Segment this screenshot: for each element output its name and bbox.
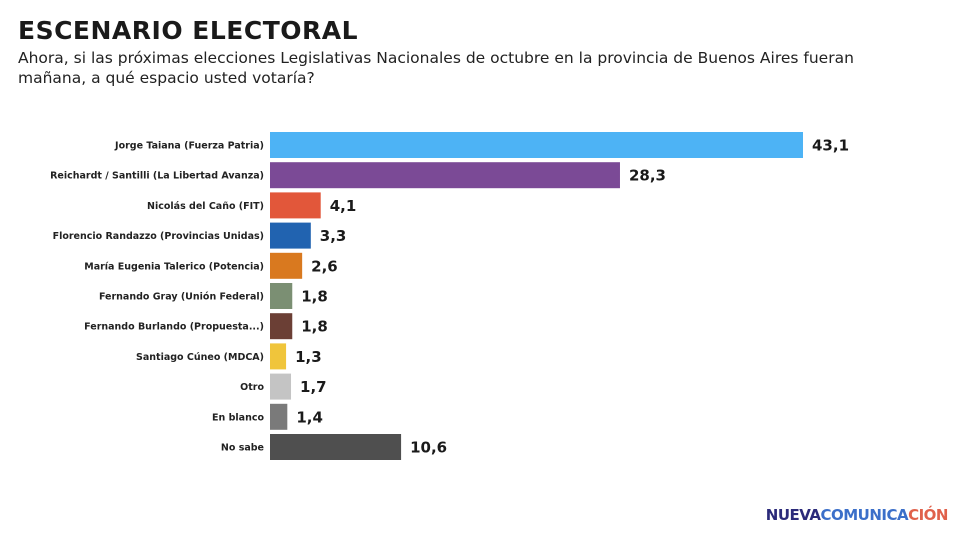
- category-label: Florencio Randazzo (Provincias Unidas): [53, 231, 264, 242]
- category-label: Jorge Taiana (Fuerza Patria): [114, 141, 264, 152]
- bar: [270, 192, 321, 219]
- chart-subtitle: Ahora, si las próximas elecciones Legisl…: [18, 49, 854, 87]
- category-label: Fernando Gray (Unión Federal): [99, 292, 264, 303]
- category-label: Santiago Cúneo (MDCA): [136, 352, 264, 363]
- category-label: Fernando Burlando (Propuesta...): [84, 322, 264, 333]
- category-label: En blanco: [212, 412, 264, 423]
- brand-logo-part: COMUNICA: [820, 506, 909, 524]
- value-label: 3,3: [320, 227, 347, 245]
- bar: [270, 132, 803, 158]
- category-label: María Eugenia Talerico (Potencia): [84, 261, 264, 272]
- category-label: Reichardt / Santilli (La Libertad Avanza…: [50, 171, 264, 182]
- value-label: 1,3: [295, 348, 322, 366]
- brand-logo-part: CIÓN: [908, 506, 948, 524]
- category-label: No sabe: [221, 443, 264, 454]
- value-label: 43,1: [812, 137, 849, 155]
- value-label: 4,1: [330, 197, 357, 215]
- value-label: 1,4: [296, 408, 323, 426]
- value-label: 28,3: [629, 167, 666, 185]
- value-label: 10,6: [410, 439, 447, 457]
- brand-logo-part: NUEVA: [765, 506, 821, 524]
- bar: [270, 222, 311, 249]
- bar: [270, 403, 288, 430]
- category-label: Otro: [240, 382, 264, 393]
- value-label: 2,6: [311, 257, 338, 275]
- brand-logo: NUEVACOMUNICACIÓN: [765, 506, 949, 524]
- value-label: 1,8: [301, 318, 328, 336]
- chart-title: ESCENARIO ELECTORAL: [18, 16, 359, 45]
- bar: [270, 434, 402, 460]
- bar: [270, 373, 292, 400]
- bar: [270, 313, 293, 340]
- bar: [270, 162, 620, 189]
- bar: [270, 283, 293, 309]
- category-label: Nicolás del Caño (FIT): [147, 201, 264, 212]
- bar: [270, 252, 303, 279]
- value-label: 1,7: [300, 378, 327, 396]
- bar: [270, 343, 287, 370]
- value-label: 1,8: [301, 288, 328, 306]
